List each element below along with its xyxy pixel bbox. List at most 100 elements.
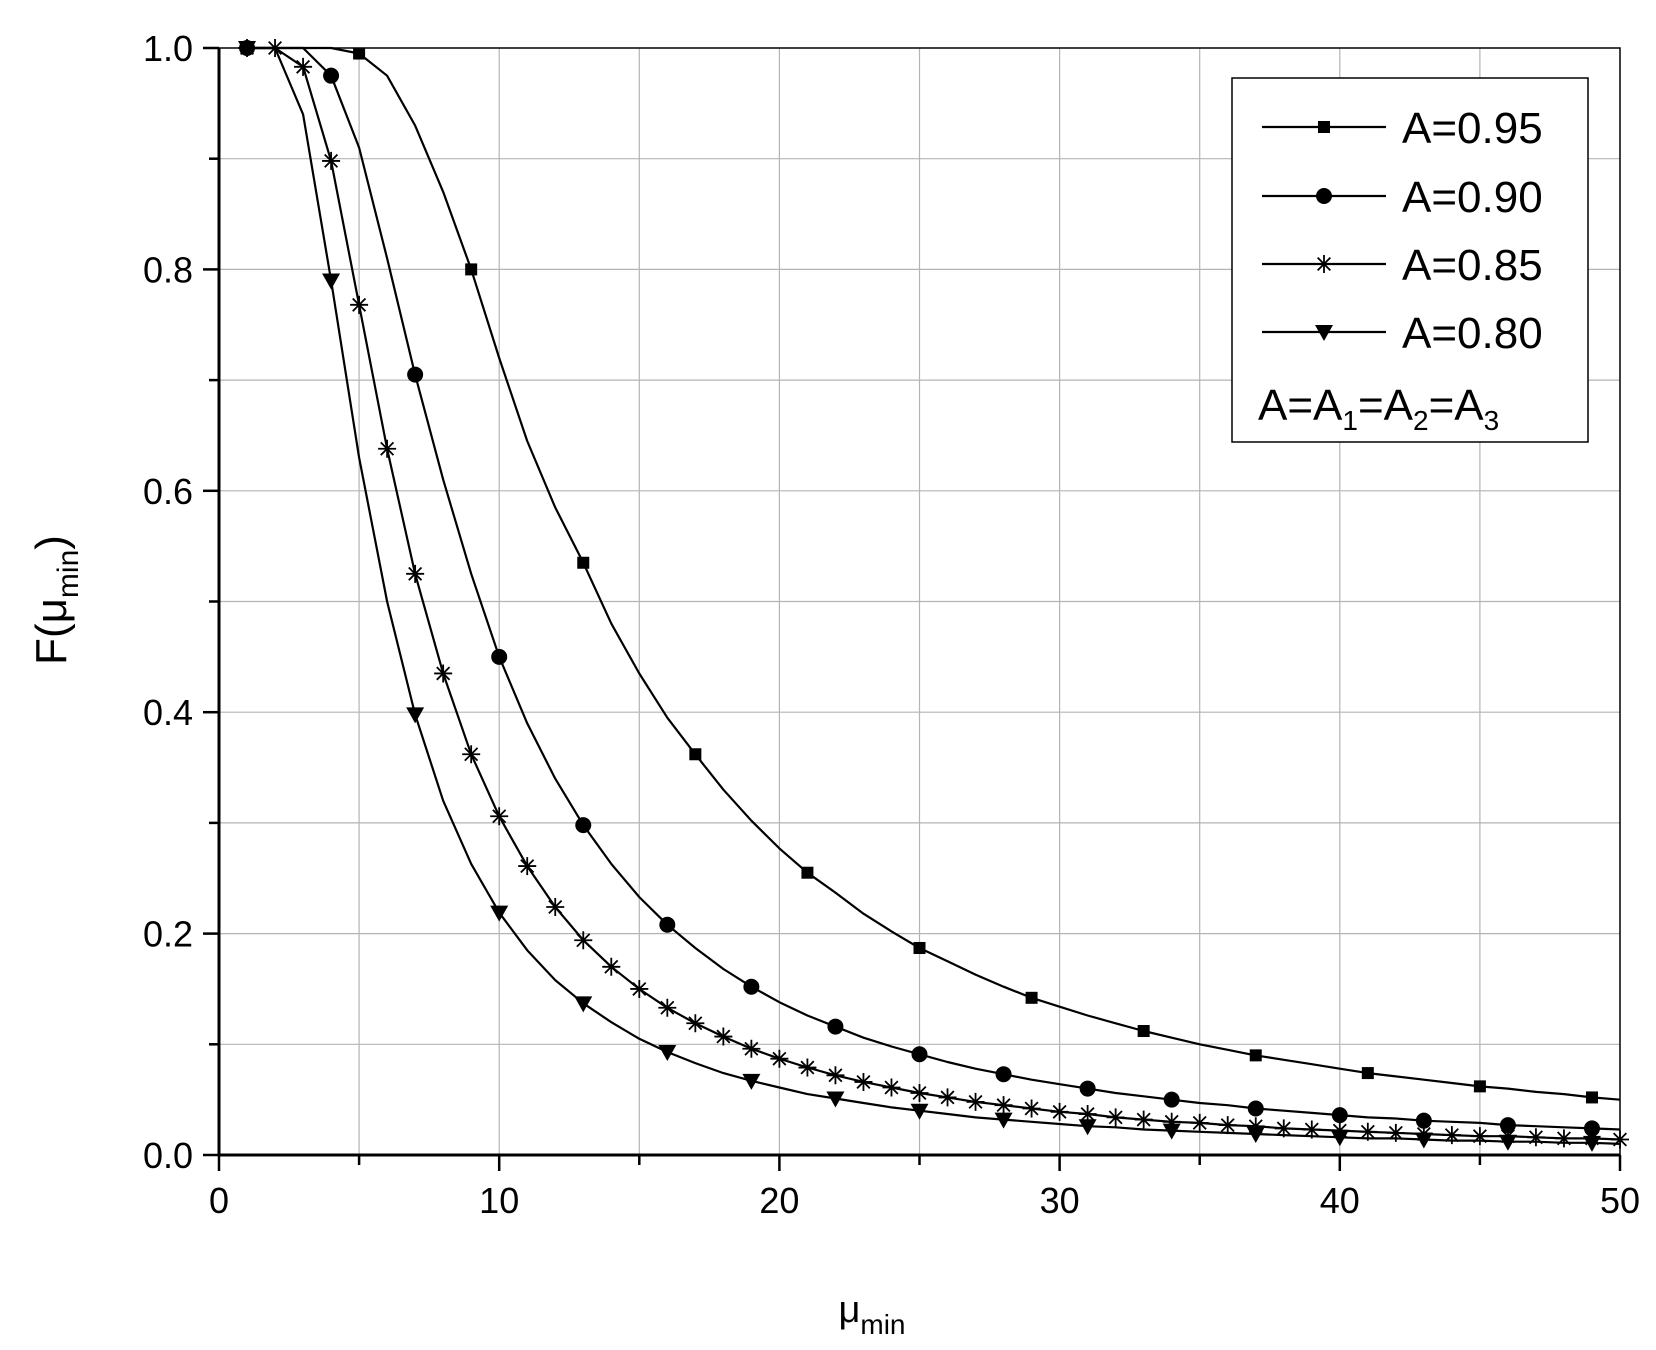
series-point: [1274, 1119, 1293, 1138]
series-point: [1498, 1134, 1517, 1151]
series-point: [378, 439, 397, 458]
series-point: [994, 1096, 1013, 1115]
y-tick-label: 0.2: [143, 914, 193, 955]
series-point: [1302, 1120, 1321, 1139]
legend-marker: [1315, 255, 1333, 273]
series-point: [1554, 1129, 1573, 1148]
series-point: [434, 664, 453, 683]
series-point: [686, 1014, 705, 1033]
series-point: [1442, 1126, 1461, 1145]
series-point: [1050, 1102, 1069, 1121]
series-point: [238, 41, 257, 57]
series-point: [407, 366, 424, 383]
x-tick-label: 30: [1040, 1180, 1080, 1221]
legend-label: A=0.85: [1402, 241, 1543, 290]
series-point: [742, 1039, 761, 1058]
series-point: [854, 1072, 873, 1091]
legend-note-sub3: 3: [1484, 405, 1500, 436]
series-point: [770, 1049, 789, 1068]
series-point: [1190, 1113, 1209, 1132]
series-point: [827, 1018, 844, 1035]
legend-entry: A=0.90: [1262, 173, 1543, 222]
series-point: [995, 1066, 1012, 1083]
y-axis-label: F(μmin): [27, 535, 85, 665]
series-point: [913, 941, 926, 954]
series-point: [350, 295, 369, 314]
series-point: [1162, 1123, 1181, 1140]
series-point: [743, 978, 760, 995]
series-point: [1025, 991, 1038, 1004]
y-axis-label-subscript: min: [52, 550, 85, 598]
series-point: [602, 957, 621, 976]
series-point: [658, 998, 677, 1017]
series-point: [1414, 1132, 1433, 1149]
x-axis-ticks: 0 10 20 30 40 50: [209, 1155, 1640, 1221]
series-point: [1247, 1100, 1264, 1117]
series-point: [575, 817, 592, 834]
series-line: [247, 46, 1621, 1145]
x-tick-label: 40: [1320, 1180, 1360, 1221]
series-point: [1022, 1099, 1041, 1118]
y-tick-label: 0.6: [143, 471, 193, 512]
series-point: [1134, 1110, 1153, 1129]
series-point: [1473, 1080, 1486, 1093]
y-tick-label: 0.8: [143, 249, 193, 290]
series-point: [689, 748, 702, 761]
series-point: [1330, 1130, 1349, 1147]
x-axis-label-symbol: μ: [838, 1289, 860, 1331]
series-point: [659, 916, 676, 933]
series-point: [1526, 1128, 1545, 1147]
series-point: [1585, 1091, 1598, 1104]
series-point: [1162, 1112, 1181, 1131]
series-point: [1361, 1067, 1374, 1080]
series-point: [714, 1027, 733, 1046]
series-line: [247, 46, 1621, 1131]
x-tick-label: 0: [209, 1180, 229, 1221]
y-axis-label-main: F(μ: [27, 598, 76, 665]
series-point: [1249, 1049, 1262, 1062]
legend-note-sub1: 1: [1342, 405, 1358, 436]
series-triangle-down: [238, 41, 1621, 1152]
series-point: [1218, 1116, 1237, 1135]
legend-box: [1231, 77, 1589, 443]
series-point: [1106, 1108, 1125, 1127]
series-point: [577, 556, 590, 569]
series-point: [882, 1078, 901, 1097]
legend-note-base: A=A: [1258, 381, 1343, 430]
y-tick-label: 0.0: [143, 1135, 193, 1176]
series-point: [518, 857, 537, 876]
series-point: [911, 1046, 928, 1063]
legend-entries: A=0.95 A=0.90 A=0.85 A=0.80: [1262, 104, 1543, 358]
series-point: [1499, 1117, 1516, 1134]
legend-entry: A=0.80: [1262, 309, 1543, 358]
legend-marker: [1315, 325, 1333, 341]
series-point: [658, 1045, 677, 1062]
series-point: [490, 905, 509, 922]
series-point: [1246, 1117, 1265, 1136]
series-point: [1582, 1135, 1601, 1152]
series-point: [465, 263, 478, 276]
series-point: [491, 648, 508, 665]
legend-note-mid2: =A: [1429, 381, 1485, 430]
series-point: [546, 898, 565, 917]
x-tick-label: 20: [759, 1180, 799, 1221]
series-point: [1078, 1119, 1097, 1136]
series-point: [322, 151, 341, 170]
legend: A=0.95A=0.90A=0.85A=0.80 A=A1=A2=A3: [1231, 77, 1589, 443]
series-point: [406, 564, 425, 583]
series-point: [630, 979, 649, 998]
legend-note-sub2: 2: [1413, 405, 1429, 436]
legend-entry: A=0.85: [1262, 241, 1543, 290]
legend-label: A=0.95: [1402, 104, 1543, 153]
series-point: [801, 866, 814, 879]
x-axis-label: μmin: [838, 1289, 905, 1340]
x-tick-label: 10: [479, 1180, 519, 1221]
series-point: [1078, 1105, 1097, 1124]
legend-label: A=0.90: [1402, 173, 1543, 222]
series-point: [322, 273, 341, 290]
legend-marker: [1318, 121, 1330, 133]
series-point: [826, 1066, 845, 1085]
legend-note: A=A1=A2=A3: [1258, 381, 1499, 436]
legend-marker: [1316, 188, 1332, 204]
series-point: [826, 1091, 845, 1108]
